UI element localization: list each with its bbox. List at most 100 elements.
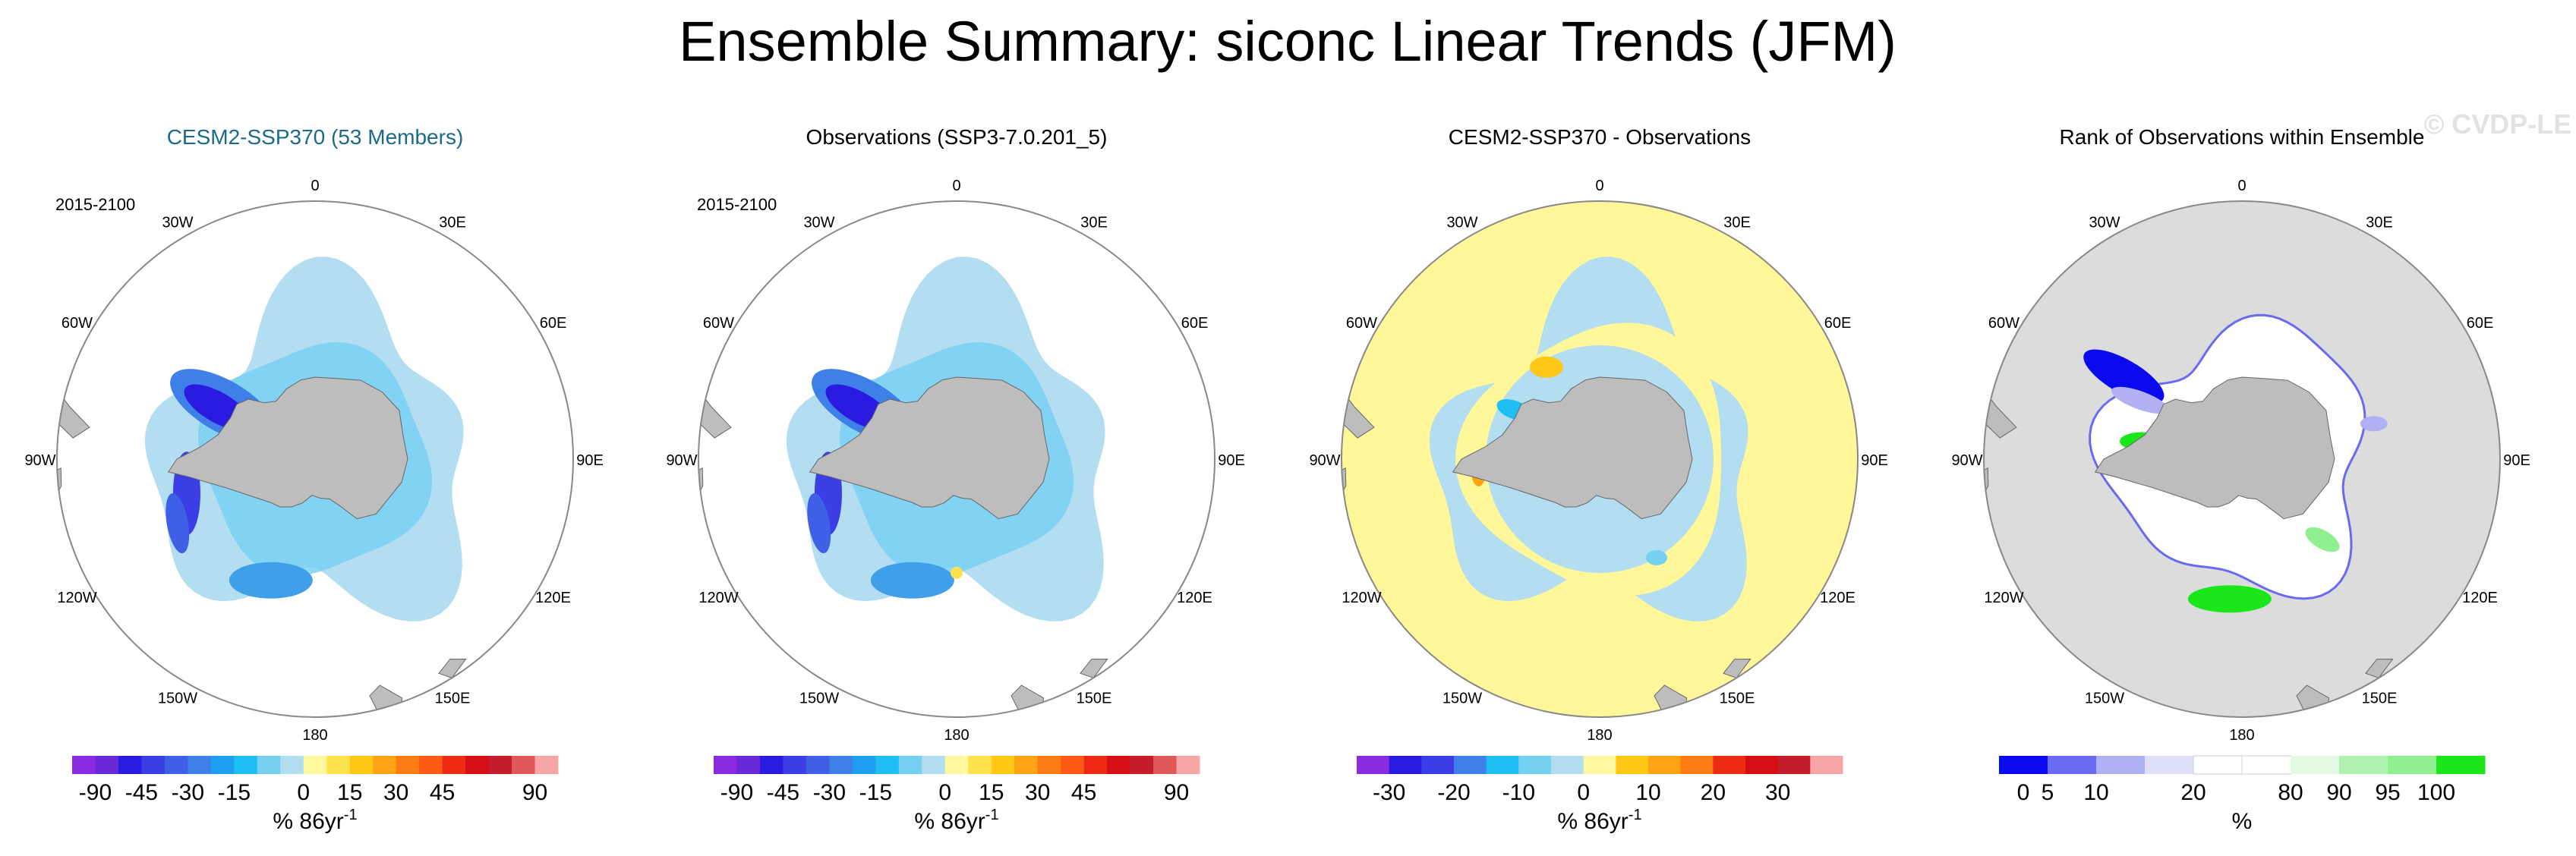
- lon-label: 0: [311, 178, 319, 194]
- lon-label: 90E: [2503, 452, 2530, 469]
- colorbar-swatch: [922, 756, 946, 774]
- colorbar-swatch: [1777, 756, 1811, 774]
- lon-label: 120W: [57, 590, 96, 606]
- map-obs: [698, 201, 1215, 717]
- lon-label: 30E: [1080, 214, 1108, 231]
- colorbar-swatch: [991, 756, 1015, 774]
- colorbar-swatch: [373, 756, 397, 774]
- lon-label: 60E: [2467, 315, 2494, 332]
- ice-trend-negative-bellingshausen: [807, 493, 831, 553]
- lon-label: 30E: [2366, 214, 2393, 231]
- south-america-landmass: [698, 383, 732, 439]
- lon-label: 60W: [1346, 315, 1377, 332]
- map-rank: [1984, 201, 2500, 717]
- colorbar-tick-label: -90: [720, 780, 753, 805]
- ice-trend-weak-positive-ross: [951, 567, 963, 579]
- colorbar-tick-label: 15: [337, 780, 362, 805]
- colorbar-swatch: [1713, 756, 1746, 774]
- panel-title-model: CESM2-SSP370 (53 Members): [167, 125, 464, 149]
- lon-label: 30E: [439, 214, 466, 231]
- map-panel-diff: CESM2-SSP370 - Observations 0 30E 60E 90E 12…: [1309, 125, 1887, 834]
- lon-label: 90E: [576, 452, 604, 469]
- colorbar-swatch: [759, 756, 784, 774]
- lon-label: 90E: [1861, 452, 1888, 469]
- colorbar-tick-label: 0: [2017, 780, 2030, 805]
- colorbar-tick-label: -45: [125, 780, 158, 805]
- map-rim-diff: [1341, 200, 1859, 718]
- colorbar-tick-label: -15: [218, 780, 251, 805]
- ice-trend-negative-ross: [870, 562, 954, 599]
- colorbar-tick-label: 0: [1577, 780, 1590, 805]
- colorbar-swatch: [1421, 756, 1455, 774]
- ice-trend-negative-bellingshausen: [166, 493, 190, 553]
- colorbar-swatch: [1083, 756, 1108, 774]
- lon-label: 150W: [799, 691, 839, 707]
- lon-label: 60E: [1824, 315, 1852, 332]
- lon-label: 180: [1587, 727, 1612, 744]
- tasmania: [1723, 658, 1751, 678]
- colorbar-tick-label: -20: [1437, 780, 1470, 805]
- lon-labels-obs: 0 30E 60E 90E 120E 150E 180 150W 120W 90W 60W 30W: [666, 178, 1244, 744]
- diff-negative-ross: [1646, 549, 1667, 565]
- watermark: © CVDP-LE: [2424, 109, 2572, 140]
- colorbar-swatch: [1014, 756, 1039, 774]
- panel-title-diff: CESM2-SSP370 - Observations: [1449, 125, 1751, 149]
- colorbar-swatch: [419, 756, 443, 774]
- lon-label: 30W: [803, 214, 834, 231]
- colorbar-swatch: [396, 756, 420, 774]
- colorbar-swatch: [2145, 756, 2194, 774]
- colorbar-tick-label: -10: [1502, 780, 1535, 805]
- lon-label: 120E: [1177, 590, 1212, 606]
- lon-label: 30W: [162, 214, 193, 231]
- lon-label: 60W: [61, 315, 93, 332]
- colorbar-swatch: [2048, 756, 2097, 774]
- tasmania: [438, 658, 467, 678]
- lon-label: 150W: [2085, 691, 2124, 707]
- colorbar-swatch: [1037, 756, 1061, 774]
- antarctica-landmass: [809, 376, 1050, 520]
- colorbar-units: % 86yr-1: [1557, 807, 1641, 834]
- colorbar-rank: 0 5 10 20 80 90 95 100%: [1999, 755, 2486, 834]
- map-boundary: [698, 200, 1215, 718]
- colorbar-tick-label: 90: [1164, 780, 1189, 805]
- colorbar-swatch: [736, 756, 761, 774]
- colorbar-swatch: [349, 756, 374, 774]
- lon-label: 0: [2237, 178, 2246, 194]
- lon-label: 120W: [698, 590, 738, 606]
- colorbar-swatch: [783, 756, 807, 774]
- colorbar-tick-label: 100: [2417, 780, 2455, 805]
- colorbar-swatch: [1130, 756, 1154, 774]
- colorbar-swatch: [1810, 756, 1843, 774]
- lon-labels-diff: 0 30E 60E 90E 120E 150E 180 150W 120W 90W 60W 30W: [1309, 178, 1887, 744]
- colorbar-swatch: [898, 756, 922, 774]
- lon-label: 120W: [1984, 590, 2023, 606]
- lon-label: 150E: [2362, 691, 2398, 707]
- antarctica-landmass: [2094, 376, 2335, 520]
- lon-labels-rank: 0 30E 60E 90E 120E 150E 180 150W 120W 90W 60W 30W: [1951, 178, 2530, 744]
- colorbar-obs: -90 -45 -30 -15 0 15 30 45 90 % 86yr-1: [714, 756, 1200, 834]
- colorbar-swatch: [95, 756, 119, 774]
- colorbar-swatch: [141, 756, 166, 774]
- lon-label: 150W: [1442, 691, 1482, 707]
- colorbar-swatch: [534, 756, 559, 774]
- colorbar-swatch: [512, 756, 536, 774]
- colorbar-tick-label: -30: [813, 780, 846, 805]
- colorbar-swatch: [1999, 756, 2048, 774]
- rank-high-ross: [2187, 585, 2272, 613]
- colorbar-swatch: [1518, 756, 1552, 774]
- lon-label: 60E: [1181, 315, 1209, 332]
- colorbar-swatch: [1486, 756, 1519, 774]
- rank-lowish-east: [2360, 416, 2388, 432]
- rank-low-weddell: [2083, 349, 2165, 404]
- colorbar-swatch: [280, 756, 304, 774]
- colorbar-tick-label: 10: [2083, 780, 2108, 805]
- colorbar-swatch: [829, 756, 853, 774]
- colorbar-tick-label: -30: [172, 780, 204, 805]
- colorbar-swatch: [488, 756, 512, 774]
- colorbar-swatch: [164, 756, 188, 774]
- colorbar-swatch: [1648, 756, 1682, 774]
- lon-label: 30W: [2089, 214, 2120, 231]
- colorbar-swatch: [2193, 755, 2243, 775]
- colorbar-swatch: [188, 756, 212, 774]
- lon-label: 120E: [2462, 590, 2498, 606]
